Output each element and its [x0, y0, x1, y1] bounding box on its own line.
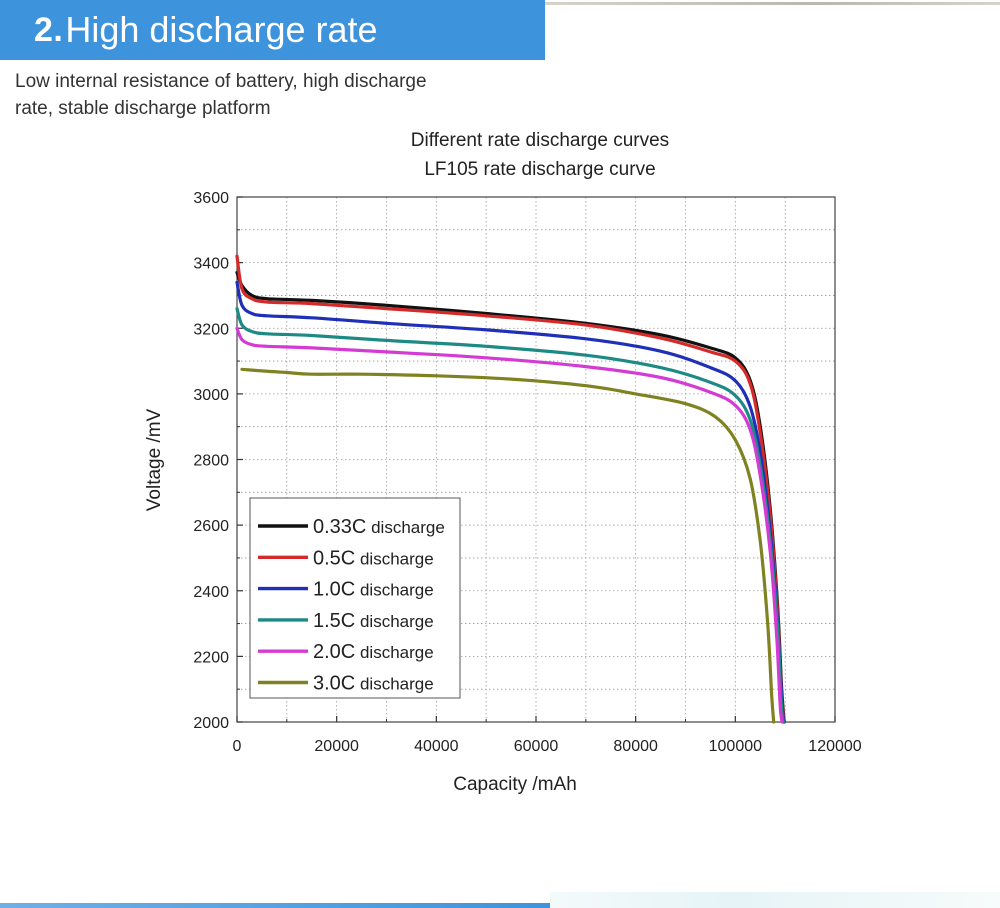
legend-suffix: discharge — [355, 612, 433, 631]
series-line-2_0C — [235, 326, 784, 724]
section-banner: 2. High discharge rate — [0, 0, 545, 60]
section-description: Low internal resistance of battery, high… — [15, 71, 427, 119]
section-number: 2. — [34, 10, 64, 49]
x-tick-label: 120000 — [808, 738, 861, 755]
legend-rate: 1.0C — [313, 579, 355, 601]
x-tick-label: 20000 — [314, 738, 359, 755]
legend-box — [249, 497, 461, 699]
x-tick-label: 60000 — [514, 738, 559, 755]
legend-suffix: discharge — [355, 675, 433, 694]
y-tick-labels: 2000 2200 2400 2600 2800 3000 3200 3400 3600 — [193, 190, 229, 732]
chart-title: Different rate discharge curves — [411, 130, 669, 151]
legend-suffix: discharge — [355, 643, 433, 662]
legend-label: 0.5C discharge — [313, 547, 434, 569]
footer-fade — [550, 892, 1000, 908]
legend-suffix: discharge — [355, 581, 433, 600]
y-tick-label: 2600 — [193, 518, 229, 535]
legend-label: 3.0C discharge — [313, 673, 434, 695]
legend-label: 0.33C discharge — [313, 516, 445, 538]
x-tick-label: 80000 — [613, 738, 658, 755]
legend-label: 1.0C discharge — [313, 579, 434, 601]
y-tick-label: 2000 — [193, 715, 229, 732]
legend-rate: 0.33C — [313, 516, 366, 538]
x-tick-label: 0 — [233, 738, 242, 755]
chart-subtitle: LF105 rate discharge curve — [424, 159, 655, 180]
y-tick-label: 2800 — [193, 453, 229, 470]
x-axis-label: Capacity /mAh — [453, 774, 577, 795]
x-tick-labels: 0 20000 40000 60000 80000 100000 120000 — [233, 738, 862, 755]
legend-rate: 3.0C — [313, 673, 355, 695]
legend-label: 2.0C discharge — [313, 641, 434, 663]
y-tick-label: 2200 — [193, 649, 229, 666]
top-divider — [545, 2, 1000, 5]
legend-rate: 2.0C — [313, 641, 355, 663]
y-tick-label: 3600 — [193, 190, 229, 207]
y-tick-label: 3000 — [193, 387, 229, 404]
x-tick-label: 40000 — [414, 738, 459, 755]
x-tick-label: 100000 — [709, 738, 762, 755]
legend-suffix: discharge — [355, 549, 433, 568]
y-tick-label: 3200 — [193, 321, 229, 338]
legend-suffix: discharge — [366, 518, 444, 537]
y-tick-label: 2400 — [193, 584, 229, 601]
series-line-3_0C — [240, 367, 776, 724]
legend-rate: 0.5C — [313, 547, 355, 569]
legend-label: 1.5C discharge — [313, 610, 434, 632]
section-title: High discharge rate — [65, 9, 378, 50]
y-axis-label: Voltage /mV — [144, 408, 165, 511]
y-tick-label: 3400 — [193, 256, 229, 273]
series-lines — [235, 254, 786, 724]
footer-bar — [0, 903, 550, 908]
legend-rate: 1.5C — [313, 610, 355, 632]
